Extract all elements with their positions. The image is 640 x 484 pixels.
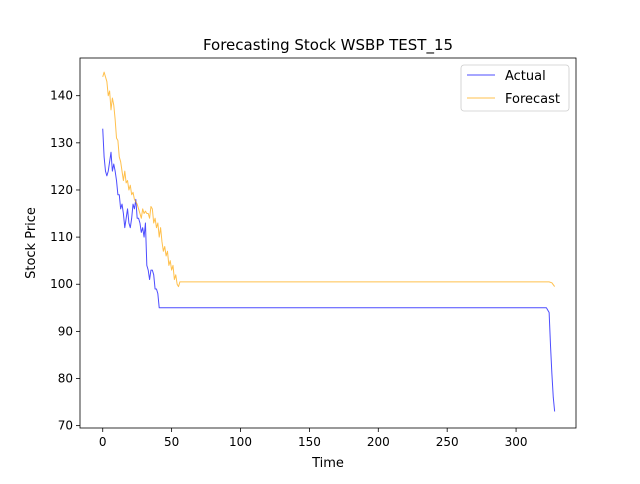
axes-border [79,57,577,429]
x-axis-ticks: 0 50 100 150 200 250 300 [99,428,528,449]
x-tick-label: 200 [367,435,390,449]
series-layer [102,71,556,412]
x-tick-label: 50 [164,435,179,449]
x-tick-label: 250 [436,435,459,449]
series-line-actual [102,128,556,412]
x-tick-label: 150 [298,435,321,449]
x-axis-label: Time [311,456,344,471]
x-tick-label: 300 [505,435,528,449]
y-tick-label: 90 [58,324,73,338]
x-tick-label: 0 [99,435,107,449]
legend: Actual Forecast [460,64,570,112]
y-axis-ticks: 70 80 90 100 110 120 130 140 [50,89,80,433]
y-tick-label: 120 [50,183,73,197]
y-tick-label: 70 [58,419,73,433]
x-tick-label: 100 [229,435,252,449]
y-tick-label: 130 [50,136,73,150]
legend-box [460,64,570,112]
y-tick-label: 100 [50,277,73,291]
y-tick-label: 140 [50,89,73,103]
legend-actual-label: Actual [505,69,546,84]
y-axis-label: Stock Price [24,207,39,279]
y-tick-label: 110 [50,230,73,244]
plot-frame [80,58,576,428]
plot-area [79,57,577,429]
legend-forecast-label: Forecast [505,92,560,107]
chart-title: Forecasting Stock WSBP TEST_15 [203,36,453,55]
y-tick-label: 80 [58,372,73,386]
series-line-forecast [102,71,556,288]
